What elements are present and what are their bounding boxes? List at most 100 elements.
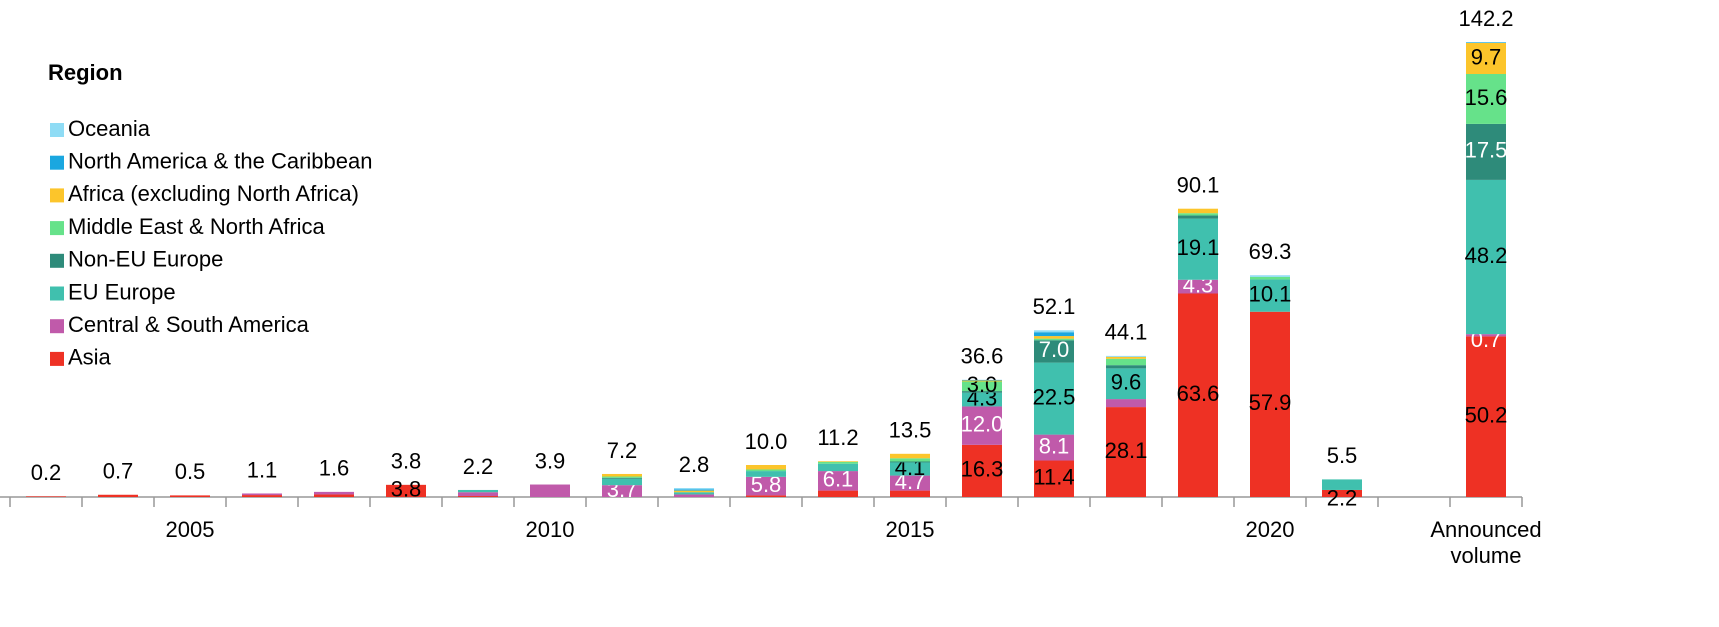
bar-segment (962, 444, 1002, 497)
bar-segment (1178, 293, 1218, 497)
legend-swatch (50, 319, 64, 334)
segment-label: 19.1 (1177, 235, 1220, 260)
legend-swatch (50, 221, 64, 236)
bar-segment (890, 458, 930, 462)
bar-segment (962, 380, 1002, 382)
bar-segment (1178, 279, 1218, 294)
bar-segment (1466, 123, 1506, 180)
bar-segment (602, 476, 642, 478)
bar-segment (314, 494, 354, 497)
x-tick-label: 2005 (165, 517, 215, 542)
segment-label: 7.0 (1039, 337, 1070, 362)
bar-segment (1034, 338, 1074, 341)
total-label: 52.1 (1033, 294, 1076, 319)
total-label: 0.7 (103, 459, 134, 484)
bar-segment (1106, 365, 1146, 369)
segment-label: 12.0 (961, 411, 1004, 436)
bar-segment (962, 381, 1002, 392)
legend-title: Region (48, 60, 123, 85)
segment-label: 10.1 (1249, 281, 1292, 306)
bar-segment (1250, 311, 1290, 497)
bar-segment (674, 494, 714, 497)
bar-segment (1178, 208, 1218, 214)
bar-segment (170, 495, 210, 497)
total-label: 3.9 (535, 448, 566, 473)
total-label: 5.5 (1327, 443, 1358, 468)
bar-segment (242, 495, 282, 497)
total-label: 0.2 (31, 460, 62, 485)
bar-segment (1106, 368, 1146, 400)
bar-segment (890, 490, 930, 497)
bar-segment (1466, 179, 1506, 335)
bar-segment (1466, 42, 1506, 43)
segment-label: 15.6 (1465, 85, 1508, 110)
segment-label: 63.6 (1177, 381, 1220, 406)
total-label: 44.1 (1105, 320, 1148, 345)
segment-label: 48.2 (1465, 243, 1508, 268)
bar-segment (746, 465, 786, 470)
bar-segment (314, 491, 354, 495)
legend-swatch (50, 286, 64, 301)
bar-segment (1178, 215, 1218, 219)
segment-label: 28.1 (1105, 438, 1148, 463)
bar-segment (1034, 336, 1074, 339)
total-label: 2.8 (679, 452, 710, 477)
total-label: 1.1 (247, 457, 278, 482)
legend-label: Oceania (68, 116, 151, 141)
bar-segment (890, 475, 930, 491)
bar-segment (818, 461, 858, 462)
bar-segment (746, 469, 786, 472)
total-label: 69.3 (1249, 239, 1292, 264)
bar-segment (1106, 356, 1146, 359)
bar-segment (1034, 362, 1074, 435)
bar-segment (746, 471, 786, 477)
bar-segment (890, 453, 930, 459)
bar-segment (458, 496, 498, 497)
total-label: 7.2 (607, 438, 638, 463)
total-label: 36.6 (961, 344, 1004, 369)
bar-segment (962, 392, 1002, 407)
segment-label: 57.9 (1249, 390, 1292, 415)
bar-segment (746, 495, 786, 497)
bar-segment (1250, 279, 1290, 312)
segment-label: 16.3 (961, 457, 1004, 482)
total-label: 90.1 (1177, 173, 1220, 198)
x-tick-label: 2020 (1245, 517, 1295, 542)
x-tick-label: 2015 (885, 517, 935, 542)
legend-swatch (50, 188, 64, 203)
bar-segment (1250, 276, 1290, 280)
bar-segment (890, 461, 930, 463)
bar-segment (746, 476, 786, 496)
bar-segment (386, 484, 426, 497)
legend-label: EU Europe (68, 279, 176, 304)
bar-segment (1322, 489, 1362, 497)
legend-label: Middle East & North Africa (68, 214, 326, 239)
bar-segment (962, 391, 1002, 393)
legend-label: Africa (excluding North Africa) (68, 181, 359, 206)
total-label: 3.8 (391, 449, 422, 474)
bar-segment (1466, 73, 1506, 124)
legend-swatch (50, 253, 64, 268)
bar-segment (1106, 358, 1146, 366)
bar-segment (1466, 336, 1506, 497)
legend-label: Non-EU Europe (68, 247, 223, 272)
bar-segment (1466, 42, 1506, 74)
bar-segment (98, 494, 138, 497)
x-tick-label: Announced volume (1430, 517, 1542, 568)
legend-label: Central & South America (68, 312, 310, 337)
bar-segment (962, 406, 1002, 445)
bar-segment (602, 477, 642, 479)
bar-segment (1034, 340, 1074, 363)
segment-label: 11.4 (1033, 465, 1074, 490)
bar-segment (818, 461, 858, 464)
bar-segment (1178, 213, 1218, 216)
x-tick-label: 2010 (525, 517, 575, 542)
segment-label: 22.5 (1033, 384, 1076, 409)
bar-segment (818, 463, 858, 472)
bar-segment (1034, 330, 1074, 333)
segment-label: 9.7 (1471, 44, 1502, 69)
segment-label: 50.2 (1465, 402, 1508, 427)
legend-swatch (50, 351, 64, 366)
segment-label: 8.1 (1039, 433, 1070, 458)
